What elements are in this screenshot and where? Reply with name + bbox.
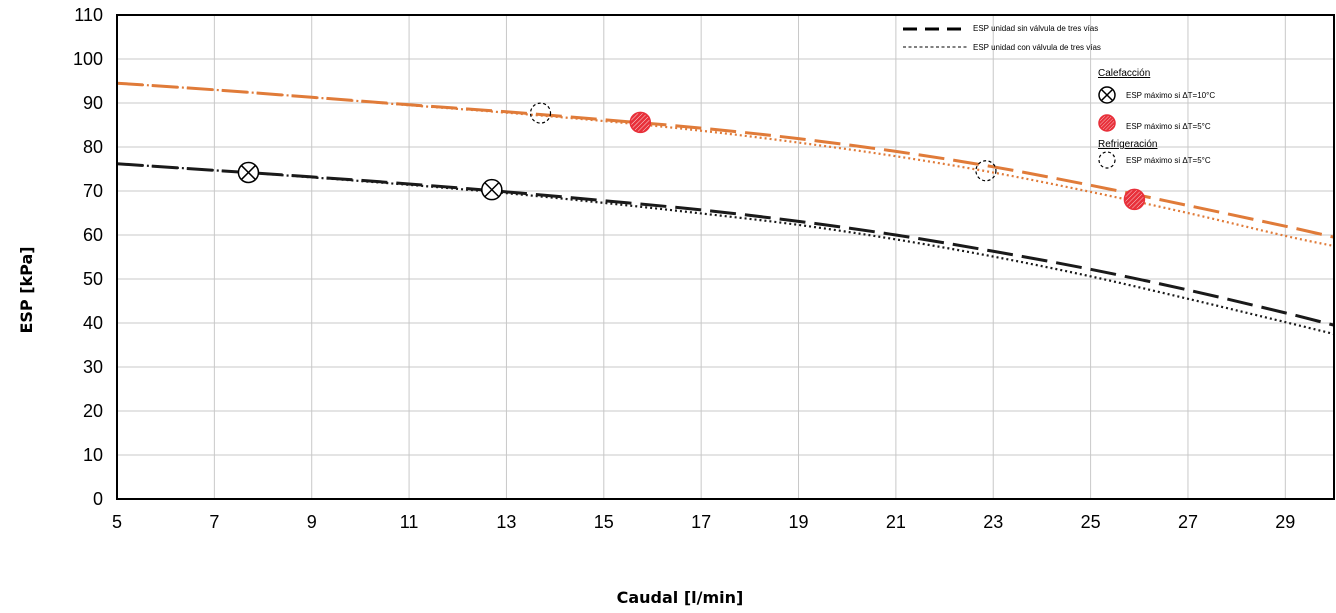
x-tick-label: 27 bbox=[1178, 512, 1198, 532]
series-line-black-sin bbox=[116, 162, 1335, 327]
x-tick-label: 5 bbox=[112, 512, 122, 532]
series-line-orange-con bbox=[116, 82, 1335, 248]
legend: ESP unidad sin válvula de tres vías ESP … bbox=[903, 24, 1215, 169]
x-axis-title: Caudal [l/min] bbox=[617, 588, 744, 607]
x-tick-labels: 5 7 9 11 13 15 17 19 21 23 25 27 29 bbox=[112, 512, 1295, 532]
y-tick-label: 110 bbox=[74, 5, 103, 25]
legend-marker-symbol bbox=[1098, 86, 1116, 104]
marker-cooling-dt5 bbox=[529, 102, 552, 124]
y-tick-label: 10 bbox=[83, 445, 103, 465]
y-tick-label: 90 bbox=[83, 93, 103, 113]
y-axis-title: ESP [kPa] bbox=[17, 246, 36, 333]
legend-cooling-dt5-marker bbox=[1098, 151, 1116, 169]
x-tick-label: 21 bbox=[886, 512, 906, 532]
y-tick-label: 20 bbox=[83, 401, 103, 421]
legend-heating-dt5-label: ESP máximo si ΔT=5°C bbox=[1126, 122, 1211, 131]
x-tick-label: 11 bbox=[400, 512, 419, 532]
legend-marker-symbol bbox=[1098, 151, 1116, 169]
legend-heating-dt10-label: ESP máximo si ΔT=10°C bbox=[1126, 91, 1215, 100]
x-tick-label: 17 bbox=[691, 512, 711, 532]
x-tick-label: 29 bbox=[1275, 512, 1295, 532]
legend-heating-title: Calefacción bbox=[1098, 68, 1150, 79]
y-tick-label: 40 bbox=[83, 313, 103, 333]
x-tick-label: 13 bbox=[496, 512, 516, 532]
legend-label-con: ESP unidad con válvula de tres vías bbox=[973, 43, 1101, 52]
y-tick-label: 70 bbox=[83, 181, 103, 201]
marker-heating-dt10 bbox=[481, 178, 503, 201]
x-tick-label: 9 bbox=[307, 512, 317, 532]
y-tick-labels: 0 10 20 30 40 50 60 70 80 90 100 110 bbox=[73, 5, 103, 509]
series-line-orange-sin bbox=[116, 81, 1335, 239]
plot-frame bbox=[116, 14, 1335, 500]
marker-heating-dt10 bbox=[237, 161, 260, 184]
y-tick-label: 30 bbox=[83, 357, 103, 377]
x-tick-label: 23 bbox=[983, 512, 1003, 532]
grid-lines bbox=[116, 14, 1334, 500]
legend-cooling-title: Refrigeración bbox=[1098, 139, 1157, 150]
point-markers bbox=[237, 102, 1146, 211]
y-tick-label: 80 bbox=[83, 137, 103, 157]
x-tick-label: 19 bbox=[789, 512, 809, 532]
series-lines bbox=[116, 81, 1335, 336]
legend-label-sin: ESP unidad sin válvula de tres vías bbox=[973, 24, 1098, 33]
marker-cooling-dt5 bbox=[975, 160, 997, 182]
y-tick-label: 100 bbox=[73, 49, 103, 69]
legend-heating-dt5-marker bbox=[1098, 114, 1116, 132]
legend-marker-symbol bbox=[1098, 114, 1116, 132]
x-tick-label: 15 bbox=[594, 512, 614, 532]
series-line-black-con bbox=[116, 162, 1335, 336]
y-tick-label: 60 bbox=[83, 225, 103, 245]
marker-heating-dt5 bbox=[1123, 188, 1146, 211]
y-tick-label: 50 bbox=[83, 269, 103, 289]
legend-heating-dt10-marker bbox=[1098, 86, 1116, 104]
marker-heating-dt5 bbox=[629, 111, 652, 134]
legend-cooling-dt5-label: ESP máximo si ΔT=5°C bbox=[1126, 156, 1211, 165]
x-tick-label: 7 bbox=[209, 512, 219, 532]
y-tick-label: 0 bbox=[93, 489, 103, 509]
x-tick-label: 25 bbox=[1081, 512, 1101, 532]
